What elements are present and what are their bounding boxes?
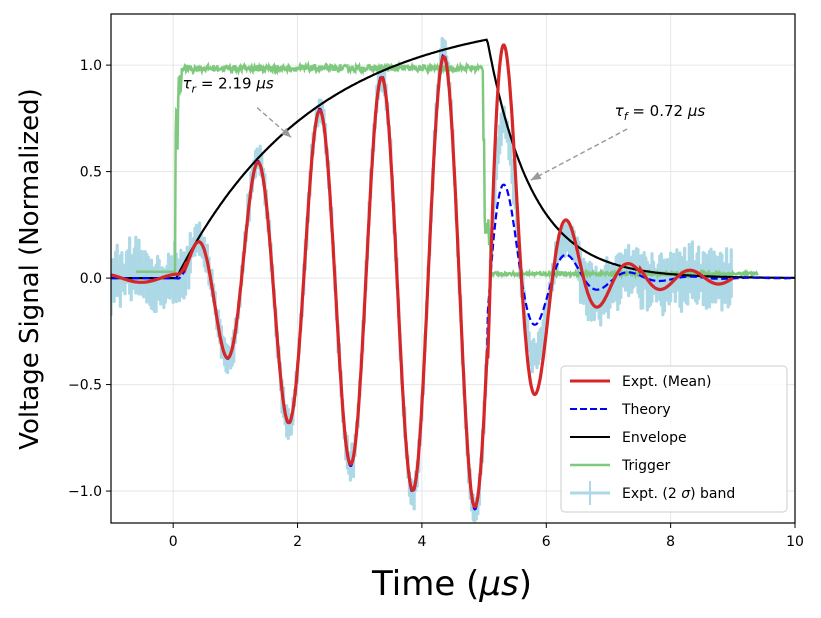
x-tick-label: 8: [666, 534, 675, 550]
legend-label-envelope: Envelope: [622, 430, 687, 446]
tau-f-annotation: τf = 0.72 μs: [615, 102, 706, 123]
legend-label-theory: Theory: [621, 402, 671, 418]
x-tick-label: 10: [786, 534, 804, 550]
y-tick-label: 0.5: [80, 165, 102, 181]
x-tick-label: 0: [169, 534, 178, 550]
legend: Expt. (Mean) Theory Envelope Trigger Exp…: [560, 365, 788, 513]
tau-f-arrowhead: [530, 171, 542, 181]
plot-frame: [110, 13, 796, 524]
x-tick-label: 2: [293, 534, 302, 550]
trigger-line: [135, 60, 759, 281]
mean-line: [111, 43, 734, 509]
tau-r-annotation: τr = 2.19 μs: [183, 75, 274, 96]
plot-series: [111, 36, 795, 523]
series-group: [111, 36, 795, 523]
tau-f-arrow: [530, 128, 628, 181]
y-tick-label: −1.0: [68, 484, 102, 500]
x-tick-label: 6: [542, 534, 551, 550]
legend-label-band: Expt. (2 σ) band: [622, 486, 735, 502]
legend-label-trigger: Trigger: [621, 458, 671, 474]
tau-r-arrowhead: [281, 127, 292, 138]
legend-label-mean: Expt. (Mean): [622, 374, 711, 390]
y-tick-label: 1.0: [80, 58, 102, 74]
y-axis-label: Voltage Signal (Normalized): [15, 88, 45, 450]
annotations: τr = 2.19 μs τf = 0.72 μs: [183, 75, 706, 181]
x-tick-label: 4: [417, 534, 426, 550]
legend-box: [560, 365, 788, 513]
x-axis-label: Time (μs): [371, 564, 532, 604]
axis-ticks: 0 2 4 6 8 10 −1.0 −0.5 0.0 0.5 1.0: [68, 58, 804, 550]
y-tick-label: −0.5: [68, 378, 102, 394]
y-tick-label: 0.0: [80, 271, 102, 287]
